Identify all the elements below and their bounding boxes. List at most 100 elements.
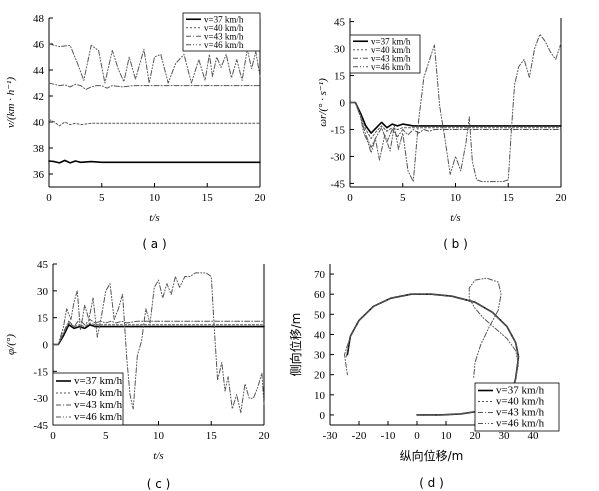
y-tick-label: 60: [314, 289, 326, 301]
panel-caption: ( a ): [142, 237, 166, 251]
legend-entry-label: v=43 km/h: [496, 407, 545, 419]
y-tick-label: 70: [314, 269, 326, 281]
legend-entry-label: v=46 km/h: [371, 62, 411, 72]
y-tick-label: 48: [33, 13, 45, 25]
y-axis-title: 侧向位移/m: [288, 313, 303, 377]
y-tick-label: 15: [334, 71, 346, 83]
x-tick-label: 10: [450, 192, 462, 204]
y-tick-label: 15: [37, 313, 49, 325]
legend-entry-label: v=46 km/h: [496, 418, 545, 430]
series-line-2: [52, 322, 265, 345]
series-line-2: [349, 102, 562, 139]
x-tick-label: 10: [149, 192, 161, 204]
x-tick-label: -10: [381, 430, 396, 442]
y-tick-label: -30: [33, 393, 48, 405]
series-line-4: [52, 272, 265, 413]
legend-entry-label: v=46 km/h: [74, 411, 123, 423]
y-tick-label: 30: [37, 286, 49, 298]
y-tick-label: 10: [314, 390, 326, 402]
legend-entry-label: v=46 km/h: [204, 40, 244, 50]
y-tick-label: 36: [33, 169, 45, 181]
x-tick-label: 20: [556, 192, 568, 204]
legend-entry-label: v=43 km/h: [74, 399, 123, 411]
x-tick-label: 5: [103, 430, 109, 442]
legend-entry-label: v=37 km/h: [496, 385, 545, 397]
legend-entry-label: v=40 km/h: [204, 23, 244, 33]
series-line-1: [349, 101, 562, 134]
series-line-1: [48, 159, 261, 164]
legend-entry-label: v=43 km/h: [204, 31, 244, 41]
legend-entry-label: v=37 km/h: [371, 36, 411, 46]
series-line-4: [48, 43, 261, 84]
x-axis-title: t/s: [450, 212, 460, 224]
x-tick-label: 10: [153, 430, 165, 442]
y-tick-label: -30: [330, 151, 345, 163]
y-tick-label: 44: [33, 65, 45, 77]
legend: v=37 km/hv=40 km/hv=43 km/hv=46 km/h: [349, 34, 421, 74]
x-tick-label: 15: [202, 192, 214, 204]
x-axis-title: t/s: [153, 450, 163, 462]
y-tick-label: 45: [334, 17, 346, 29]
panel-d: -30 -20 -10 0 10 20 30 40 0 10 20 30 40 50 60 70 纵向位移/m 侧…: [288, 264, 560, 490]
panel-caption: ( d ): [419, 476, 444, 490]
y-tick-label: 30: [334, 44, 346, 56]
y-tick-label: 20: [314, 370, 326, 382]
x-tick-label: 15: [503, 192, 515, 204]
legend-entry-label: v=40 km/h: [496, 396, 545, 408]
panel-b: 0 5 10 15 20 -45 -30 -15 0 15 30 45 t/s ωr/(° · s⁻¹) (…: [317, 17, 567, 251]
x-tick-label: -30: [323, 430, 338, 442]
panel-caption: ( c ): [147, 477, 171, 491]
panel-a: 0 5 10 15 20 36 38 40 42 44 46 48 t/s v/(km · h⁻¹) ( a…: [5, 12, 267, 251]
y-tick-label: -45: [330, 178, 345, 190]
legend-entry-label: v=37 km/h: [204, 14, 244, 24]
legend: v=37 km/hv=40 km/hv=43 km/hv=46 km/h: [474, 382, 560, 432]
legend-entry-label: v=37 km/h: [74, 375, 123, 387]
x-tick-label: 40: [528, 430, 540, 442]
y-axis-title: v/(km · h⁻¹): [5, 77, 17, 128]
x-tick-label: 10: [441, 430, 453, 442]
x-axis-title: 纵向位移/m: [400, 448, 464, 463]
x-tick-label: 0: [46, 192, 52, 204]
legend: v=37 km/hv=40 km/hv=43 km/hv=46 km/h: [182, 12, 261, 52]
x-tick-label: 5: [400, 192, 406, 204]
y-tick-label: -45: [33, 420, 48, 432]
series-line-1: [52, 323, 265, 346]
series-line-2: [48, 118, 261, 127]
y-tick-label: -15: [33, 366, 48, 378]
x-tick-label: 0: [414, 430, 420, 442]
y-tick-label: 30: [314, 350, 326, 362]
y-tick-label: 46: [33, 39, 45, 51]
y-tick-label: 45: [37, 259, 49, 271]
y-axis-title: φ/(°): [5, 334, 17, 355]
y-tick-label: 0: [43, 340, 49, 352]
x-tick-label: 0: [347, 192, 353, 204]
series-line-3: [52, 319, 265, 345]
y-tick-label: 38: [33, 143, 45, 155]
series-line-3: [349, 102, 562, 148]
y-tick-label: 40: [314, 329, 326, 341]
y-tick-label: 42: [33, 91, 44, 103]
series-line-3: [344, 293, 519, 416]
y-tick-label: 0: [340, 98, 346, 110]
x-tick-label: 15: [206, 430, 218, 442]
legend-entry-label: v=43 km/h: [371, 53, 411, 63]
y-tick-label: -15: [330, 124, 345, 136]
x-tick-label: 30: [499, 430, 511, 442]
x-tick-label: 0: [50, 430, 56, 442]
legend-entry-label: v=40 km/h: [74, 387, 123, 399]
legend: v=37 km/hv=40 km/hv=43 km/hv=46 km/h: [52, 372, 124, 426]
legend-entry-label: v=40 km/h: [371, 45, 411, 55]
y-tick-label: 50: [314, 309, 326, 321]
y-tick-label: 0: [320, 410, 326, 422]
panel-caption: ( b ): [443, 237, 468, 251]
y-tick-label: 40: [33, 117, 45, 129]
panel-c: 0 5 10 15 20 -45 -30 -15 0 15 30 45 t/s φ/(°) ( c ) v=3…: [5, 259, 270, 491]
x-tick-label: 20: [470, 430, 482, 442]
y-axis-title: ωr/(° · s⁻¹): [317, 78, 329, 127]
x-tick-label: -20: [352, 430, 367, 442]
x-axis-title: t/s: [149, 212, 159, 224]
x-tick-label: 20: [259, 430, 271, 442]
x-tick-label: 20: [255, 192, 267, 204]
x-tick-label: 5: [99, 192, 105, 204]
